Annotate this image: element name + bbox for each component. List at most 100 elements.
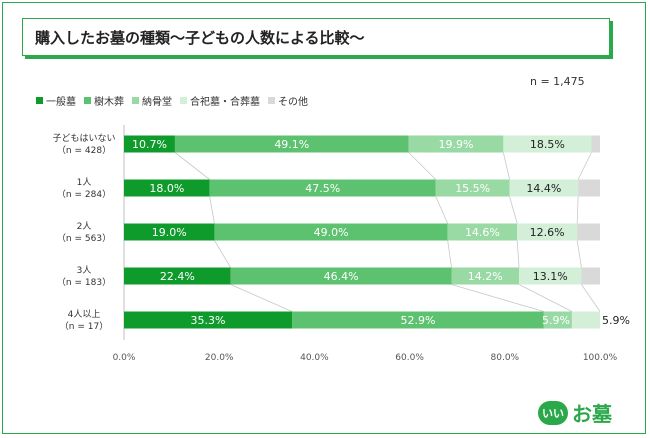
series-connector-line [451, 284, 544, 312]
series-connector-line [518, 284, 573, 312]
data-label: 5.9% [542, 314, 570, 327]
legend-label: 一般墓 [46, 97, 76, 108]
series-connector-line [447, 240, 452, 268]
series-connector-line [509, 196, 518, 224]
series-connector-line [502, 152, 510, 180]
data-label: 14.6% [465, 226, 500, 239]
legend-label: 合祀墓・合葬墓 [190, 97, 260, 108]
x-tick-label: 40.0% [300, 353, 329, 363]
data-label: 52.9% [400, 314, 435, 327]
bar-segment [408, 135, 504, 153]
bar-segment [209, 179, 436, 197]
category-label: （n = 17） [60, 321, 108, 332]
data-label: 19.0% [152, 226, 187, 239]
legend-swatch [132, 97, 139, 104]
bar-segment [174, 135, 409, 153]
data-label: 22.4% [160, 270, 195, 283]
x-tick-label: 20.0% [205, 353, 234, 363]
bar-segment [581, 267, 600, 285]
bar-segment [578, 179, 600, 197]
bar-segment [447, 223, 518, 241]
brand-logo: いい お墓 [538, 398, 612, 427]
legend-swatch [268, 97, 275, 104]
x-tick-label: 80.0% [491, 353, 520, 363]
data-label: 18.5% [530, 138, 565, 151]
legend-item: 納骨堂 [132, 93, 172, 108]
series-connector-line [577, 152, 592, 180]
series-connector-line [576, 196, 579, 224]
data-label: 5.9% [602, 314, 630, 327]
data-label: 14.2% [468, 270, 503, 283]
data-label: 12.6% [530, 226, 565, 239]
series-connector-line [516, 240, 520, 268]
series-connector-line [174, 152, 210, 180]
title-box: 購入したお墓の種類〜子どもの人数による比較〜 [22, 18, 610, 56]
logo-text: お墓 [572, 402, 612, 426]
legend-label: その他 [278, 97, 308, 108]
category-label: （n = 428） [57, 145, 111, 156]
logo-badge: いい [538, 400, 568, 425]
series-connector-line [209, 196, 215, 224]
bar-segment [591, 135, 600, 153]
category-label: 3人 [77, 265, 92, 276]
series-connector-line [435, 196, 449, 224]
legend-swatch [180, 97, 187, 104]
category-label: 4人以上 [68, 309, 101, 320]
legend-label: 樹木葬 [94, 97, 124, 108]
bar-segment [577, 223, 600, 241]
x-tick-label: 60.0% [395, 353, 424, 363]
category-label: （n = 183） [57, 277, 111, 288]
bar-segment [124, 223, 215, 241]
data-label: 47.5% [305, 182, 340, 195]
bar-segment [451, 267, 520, 285]
data-label: 46.4% [324, 270, 359, 283]
bar-segment [124, 267, 231, 285]
series-connector-line [576, 240, 582, 268]
data-label: 49.0% [314, 226, 349, 239]
data-label: 15.5% [455, 182, 490, 195]
data-label: 10.7% [132, 138, 167, 151]
bar-segment [292, 311, 544, 329]
bar-segment [543, 311, 572, 329]
category-label: 2人 [77, 221, 92, 232]
chart-frame [2, 2, 646, 434]
series-connector-line [214, 240, 231, 268]
legend-item: 合祀墓・合葬墓 [180, 93, 260, 108]
data-label: 13.1% [533, 270, 568, 283]
legend-swatch [84, 97, 91, 104]
category-label: 1人 [77, 177, 92, 188]
legend-label: 納骨堂 [142, 97, 172, 108]
bar-segment [519, 267, 582, 285]
bar-segment [571, 311, 600, 329]
bar-segment [124, 135, 175, 153]
category-label: 子どもはいない [52, 133, 115, 144]
category-label: （n = 563） [57, 233, 111, 244]
chart-legend: 一般墓 樹木葬 納骨堂 合祀墓・合葬墓 その他 [36, 93, 308, 108]
series-connector-line [408, 152, 437, 180]
data-label: 35.3% [191, 314, 226, 327]
bar-segment [503, 135, 592, 153]
series-connector-line [230, 284, 293, 312]
category-label: （n = 284） [57, 189, 111, 200]
data-label: 18.0% [149, 182, 184, 195]
bar-segment [509, 179, 579, 197]
data-label: 49.1% [274, 138, 309, 151]
x-tick-label: 100.0% [583, 353, 618, 363]
legend-item: 一般墓 [36, 93, 76, 108]
bar-segment [230, 267, 452, 285]
data-label: 14.4% [526, 182, 561, 195]
bar-segment [124, 179, 210, 197]
bar-segment [435, 179, 510, 197]
legend-item: 樹木葬 [84, 93, 124, 108]
legend-swatch [36, 97, 43, 104]
bar-segment [124, 311, 293, 329]
data-label: 19.9% [439, 138, 474, 151]
bar-segment [214, 223, 448, 241]
bar-segment [517, 223, 578, 241]
chart-title: 購入したお墓の種類〜子どもの人数による比較〜 [35, 29, 365, 47]
legend-item: その他 [268, 93, 308, 108]
x-tick-label: 0.0% [113, 353, 136, 363]
series-connector-line [581, 284, 601, 312]
sample-size-label: n = 1,475 [530, 75, 585, 88]
